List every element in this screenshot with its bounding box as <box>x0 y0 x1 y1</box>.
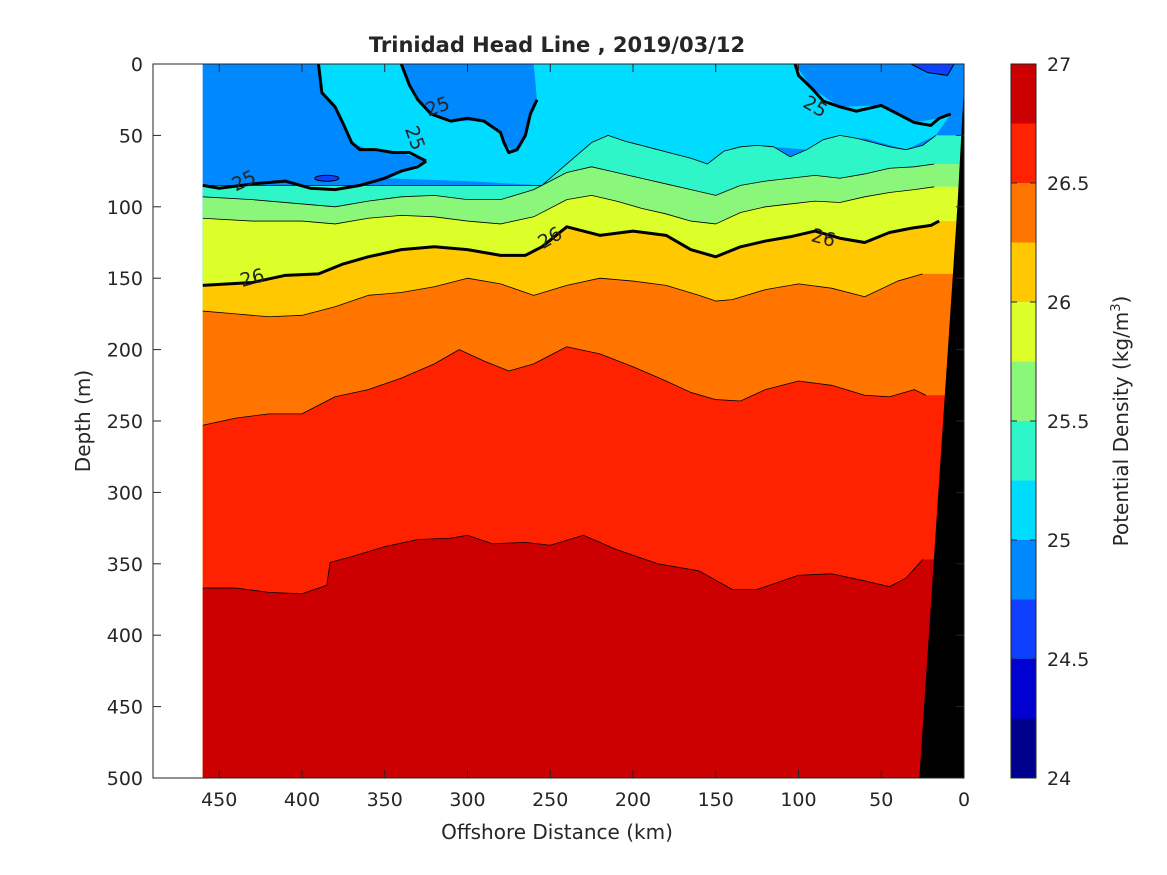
x-tick-label: 50 <box>869 789 893 811</box>
x-tick-label: 350 <box>367 789 403 811</box>
y-tick-label: 250 <box>107 411 143 433</box>
y-tick-label: 0 <box>131 54 143 76</box>
isopycnal-line <box>399 64 539 155</box>
x-axis-label: Offshore Distance (km) <box>441 820 673 844</box>
y-tick-label: 300 <box>107 482 143 504</box>
bathymetry-shelf <box>957 85 964 207</box>
colorbar-tick-label: 26 <box>1047 292 1071 314</box>
colorbar-label: Potential Density (kg/m3) <box>1109 296 1133 547</box>
isopycnal-line <box>202 134 937 186</box>
isopycnal-line <box>202 346 927 426</box>
contour-band-lens <box>401 64 537 153</box>
isopycnal-line <box>793 64 952 127</box>
colorbar-segment <box>1011 718 1036 778</box>
colorbar-segment <box>1011 183 1036 243</box>
isopycnal-line <box>202 219 940 287</box>
colorbar-segment <box>1011 302 1036 362</box>
colorbar-segment <box>1011 123 1036 183</box>
colorbar-segment <box>1011 599 1036 659</box>
colorbar-segment <box>1011 361 1036 421</box>
colorbar-tick-label: 26.5 <box>1047 173 1089 195</box>
isopycnal-line <box>202 273 923 318</box>
x-tick-label: 300 <box>449 789 485 811</box>
x-tick-label: 250 <box>532 789 568 811</box>
colorbar-label-text: Potential Density (kg/m <box>1109 312 1133 547</box>
colorbar: 24 24.5 25 25.5 26 26.5 27 <box>1010 54 1089 790</box>
bathymetry <box>919 192 964 778</box>
x-tick-label: 100 <box>780 789 816 811</box>
y-tick-label: 500 <box>107 768 143 790</box>
x-tick-label: 200 <box>615 789 651 811</box>
x-tick-label: 150 <box>698 789 734 811</box>
colorbar-segment <box>1011 540 1036 600</box>
x-tick-label: 450 <box>201 789 237 811</box>
y-tick-label: 400 <box>107 625 143 647</box>
contour-blob <box>314 174 340 182</box>
y-tick-label: 450 <box>107 697 143 719</box>
colorbar-tick-label: 25 <box>1047 530 1071 552</box>
y-tick-label: 350 <box>107 554 143 576</box>
isopycnal-line <box>202 186 935 225</box>
colorbar-segment <box>1011 421 1036 481</box>
y-tick-label: 200 <box>107 340 143 362</box>
colorbar-tick-label: 24.5 <box>1047 649 1089 671</box>
y-tick-label: 100 <box>107 197 143 219</box>
colorbar-segment <box>1011 659 1036 719</box>
isopycnal-line <box>202 534 923 595</box>
x-tick-label: 400 <box>284 789 320 811</box>
contour-band-nearshore <box>910 64 955 76</box>
colorbar-segment <box>1011 480 1036 540</box>
y-tick-label: 150 <box>107 268 143 290</box>
isopycnal-line <box>317 64 427 163</box>
y-axis-label: Depth (m) <box>71 370 95 472</box>
chart-title: Trinidad Head Line , 2019/03/12 <box>369 33 745 57</box>
colorbar-label-sup: 3 <box>1109 303 1124 311</box>
colorbar-tick-label: 24 <box>1047 768 1071 790</box>
contour-band <box>202 535 964 778</box>
colorbar-segment <box>1011 64 1036 124</box>
y-tick-label: 50 <box>119 125 143 147</box>
colorbar-tick-label: 25.5 <box>1047 411 1089 433</box>
colorbar-label-suffix: ) <box>1109 296 1133 304</box>
colorbar-tick-label: 27 <box>1047 54 1071 76</box>
axes: 450 400 350 300 250 200 150 100 50 00501001502002… <box>107 54 970 811</box>
isopycnal-line <box>202 163 935 208</box>
colorbar-segment <box>1011 242 1036 302</box>
x-tick-label: 0 <box>958 789 970 811</box>
